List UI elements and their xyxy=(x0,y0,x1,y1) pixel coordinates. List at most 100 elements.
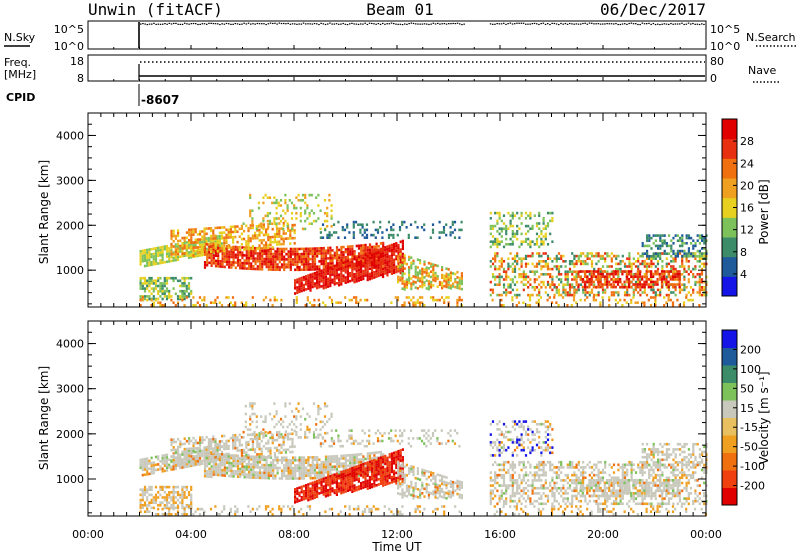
rti-cell xyxy=(661,286,663,289)
rti-cell xyxy=(560,281,562,284)
rti-cell xyxy=(450,274,452,277)
rti-cell xyxy=(510,252,512,255)
rti-cell xyxy=(355,299,357,302)
rti-cell xyxy=(278,202,280,205)
rti-cell xyxy=(336,455,338,458)
rti-cell xyxy=(529,299,531,302)
rti-cell xyxy=(318,283,320,286)
rti-cell xyxy=(527,263,529,266)
rti-cell xyxy=(294,459,296,462)
rti-cell xyxy=(151,277,153,280)
rti-cell xyxy=(591,255,593,258)
rti-cell xyxy=(285,459,287,462)
rti-cell xyxy=(697,291,699,294)
rti-cell xyxy=(354,461,356,464)
rti-cell xyxy=(584,263,586,266)
nsearch-dot xyxy=(494,24,496,25)
rti-cell xyxy=(540,243,542,246)
rti-cell xyxy=(345,465,347,468)
rti-cell xyxy=(423,261,425,264)
rti-cell xyxy=(703,286,705,289)
rti-cell xyxy=(284,202,286,205)
rti-cell xyxy=(305,288,307,291)
rti-cell xyxy=(285,469,287,472)
rti-cell xyxy=(507,257,509,260)
rti-cell xyxy=(239,267,241,270)
rti-cell xyxy=(283,258,285,261)
nsearch-dot xyxy=(666,24,668,25)
rti-cell xyxy=(360,461,362,464)
rti-cell xyxy=(283,266,285,269)
nsky-frame xyxy=(88,21,706,49)
rti-cell xyxy=(212,240,214,243)
rti-cell xyxy=(393,264,395,267)
rti-cell xyxy=(400,256,402,259)
rti-cell xyxy=(294,258,296,261)
rti-cell xyxy=(258,234,260,237)
rti-cell xyxy=(430,286,432,289)
rti-cell xyxy=(337,236,339,239)
nsearch-dot xyxy=(224,24,226,25)
rti-cell xyxy=(282,228,284,231)
rti-cell xyxy=(621,270,623,273)
rti-cell xyxy=(529,294,531,297)
rti-cell xyxy=(239,228,241,231)
rti-cell xyxy=(243,304,245,307)
rti-cell xyxy=(536,233,538,236)
rti-cell xyxy=(331,273,333,276)
rti-cell xyxy=(670,270,672,273)
rti-cell xyxy=(527,225,529,228)
rti-cell xyxy=(181,491,183,494)
rti-cell xyxy=(382,247,384,250)
rti-cell xyxy=(340,267,342,270)
rti-cell xyxy=(203,228,205,231)
rti-cell xyxy=(323,469,325,472)
rti-cell xyxy=(164,261,166,264)
rti-cell xyxy=(166,494,168,497)
rti-cell xyxy=(336,269,338,272)
rti-cell xyxy=(142,257,144,260)
rti-cell xyxy=(654,281,656,284)
rti-cell xyxy=(301,290,303,293)
rti-cell xyxy=(274,467,276,470)
rti-cell xyxy=(321,263,323,266)
rti-cell xyxy=(538,252,540,255)
rti-cell xyxy=(318,299,320,302)
rti-cell xyxy=(217,262,219,265)
nsearch-dot xyxy=(415,23,417,24)
rti-cell xyxy=(213,468,215,471)
rti-cell xyxy=(272,228,274,231)
rti-cell xyxy=(268,472,270,475)
rti-cell xyxy=(239,235,241,238)
rti-cell xyxy=(384,267,386,270)
rti-cell xyxy=(201,230,203,233)
rti-cell xyxy=(602,265,604,268)
rti-cell xyxy=(655,245,657,248)
rti-cell xyxy=(538,291,540,294)
rti-cell xyxy=(259,469,261,472)
rti-cell xyxy=(373,271,375,274)
rti-cell xyxy=(408,234,410,237)
rti-cell xyxy=(529,246,531,249)
rti-cell xyxy=(142,250,144,253)
rti-cell xyxy=(529,212,531,215)
rti-cell xyxy=(314,464,316,467)
rti-cell xyxy=(287,222,289,225)
rti-cell xyxy=(179,240,181,243)
rti-cell xyxy=(532,263,534,266)
rti-cell xyxy=(639,286,641,289)
rti-cell xyxy=(518,301,520,304)
rti-cell xyxy=(360,268,362,271)
rti-cell xyxy=(164,486,166,489)
rti-cell xyxy=(441,284,443,287)
rti-cell xyxy=(224,253,226,256)
rti-cell xyxy=(157,463,159,466)
rti-cell xyxy=(547,273,549,276)
rti-cell xyxy=(521,263,523,266)
rti-cell xyxy=(277,472,279,475)
rti-cell xyxy=(281,459,283,462)
rti-cell xyxy=(155,250,157,253)
rti-cell xyxy=(166,280,168,283)
rti-cell xyxy=(270,469,272,472)
rti-cell xyxy=(173,259,175,262)
